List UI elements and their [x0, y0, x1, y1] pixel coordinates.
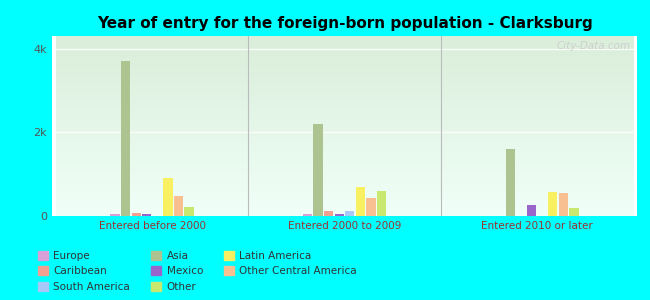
Text: City-Data.com: City-Data.com	[557, 41, 631, 51]
Title: Year of entry for the foreign-born population - Clarksburg: Year of entry for the foreign-born popul…	[97, 16, 592, 31]
Bar	[174, 196, 183, 216]
Bar	[527, 205, 536, 216]
Bar	[142, 214, 151, 216]
Bar	[548, 192, 558, 216]
Bar	[506, 149, 515, 216]
Bar	[345, 211, 354, 216]
Bar	[335, 214, 344, 216]
Bar	[377, 191, 386, 216]
Bar	[367, 198, 376, 216]
Bar	[131, 213, 141, 216]
Bar	[313, 124, 322, 216]
Legend: Europe, Caribbean, South America, Asia, Mexico, Other, Latin America, Other Cent: Europe, Caribbean, South America, Asia, …	[38, 251, 357, 292]
Bar	[121, 61, 130, 216]
Bar	[303, 214, 312, 216]
Bar	[559, 193, 568, 216]
Bar	[163, 178, 173, 216]
Bar	[569, 208, 578, 216]
Bar	[185, 207, 194, 216]
Bar	[111, 214, 120, 216]
Bar	[324, 212, 333, 216]
Bar	[356, 187, 365, 216]
